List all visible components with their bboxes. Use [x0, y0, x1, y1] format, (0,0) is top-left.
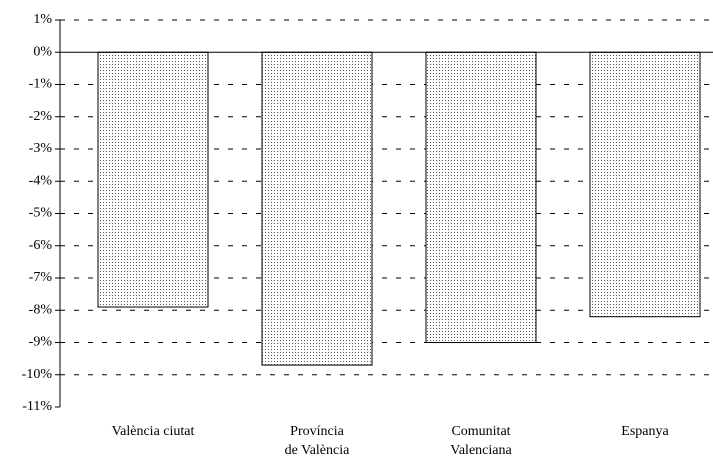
y-tick-label: -5%	[29, 206, 53, 221]
y-tick-label: -7%	[29, 270, 53, 285]
y-tick-label: -8%	[29, 302, 53, 317]
y-tick-label: 1%	[33, 12, 52, 27]
x-tick-label: València ciutat	[112, 424, 195, 439]
x-tick-label: Província	[290, 424, 344, 439]
y-tick-label: -10%	[22, 367, 53, 382]
bar	[589, 51, 701, 318]
y-tick-label: -6%	[29, 238, 53, 253]
x-tick-label: Comunitat	[451, 424, 510, 439]
x-tick-label: de València	[285, 443, 350, 458]
y-tick-label: -11%	[22, 399, 52, 414]
y-tick-label: -2%	[29, 109, 53, 124]
bar	[425, 51, 537, 343]
x-tick-label: Espanya	[621, 424, 669, 439]
bar	[97, 51, 209, 308]
y-tick-label: 0%	[33, 44, 52, 59]
y-tick-label: -9%	[29, 335, 53, 350]
y-tick-label: -1%	[29, 77, 53, 92]
y-tick-label: -4%	[29, 173, 53, 188]
y-tick-label: -3%	[29, 141, 53, 156]
x-tick-label: Valenciana	[450, 443, 512, 458]
bar	[261, 51, 373, 366]
